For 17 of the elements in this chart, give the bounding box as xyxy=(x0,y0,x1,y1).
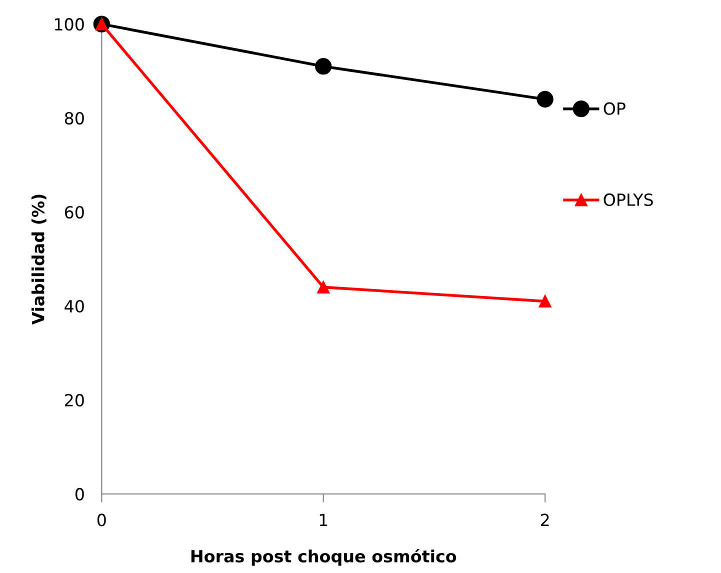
y-tick-label: 80 xyxy=(64,112,84,125)
point xyxy=(538,295,552,308)
x-tick-label: 2 xyxy=(540,514,549,526)
y-tick-label: 100 xyxy=(55,18,84,31)
legend-label: OP xyxy=(604,102,626,115)
point xyxy=(536,90,554,108)
y-axis-title: Viabilidad (%) xyxy=(31,194,46,325)
legend-label: OPLYS xyxy=(604,193,653,206)
y-tick-label: 0 xyxy=(75,488,84,500)
point xyxy=(315,58,332,75)
y-tick-label: 40 xyxy=(64,300,84,313)
point xyxy=(317,280,330,294)
x-axis-title: Horas post choque osmótico xyxy=(191,548,456,566)
y-tick-label: 20 xyxy=(65,394,84,407)
x-tick-label: 1 xyxy=(320,514,328,526)
x-tick-label: 0 xyxy=(97,514,106,526)
y-tick-label: 60 xyxy=(64,206,84,219)
